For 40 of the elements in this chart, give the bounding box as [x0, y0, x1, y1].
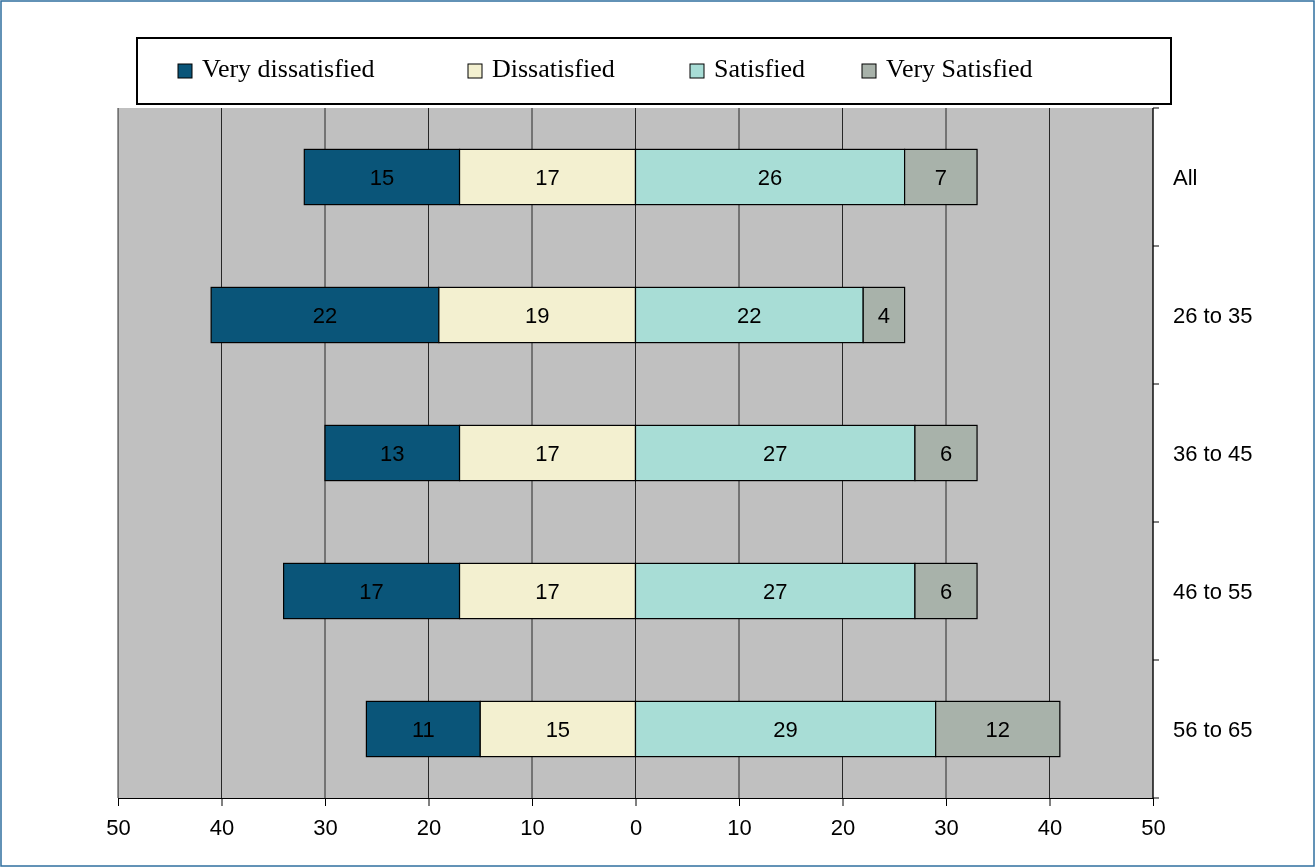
x-tick-label: 30 [934, 815, 959, 841]
data-label: 27 [762, 578, 788, 604]
x-tick-label: 20 [416, 815, 442, 841]
x-tick-label: 20 [830, 815, 856, 841]
legend-label: Dissatisfied [492, 54, 615, 83]
data-label: 11 [411, 716, 435, 742]
x-tick-label: 40 [1037, 815, 1063, 841]
x-tick-label: 30 [313, 815, 338, 841]
data-label: 22 [312, 302, 338, 328]
data-label: 29 [773, 716, 798, 742]
legend-label: Satisfied [714, 54, 805, 83]
data-label: 7 [934, 164, 947, 190]
data-label: 4 [877, 302, 891, 328]
data-label: 6 [939, 440, 953, 466]
x-tick-label: 40 [209, 815, 235, 841]
y-tick-label: 36 to 45 [1173, 440, 1253, 466]
data-label: 22 [737, 302, 762, 328]
data-label: 19 [524, 302, 550, 328]
y-tick-label: 56 to 65 [1173, 716, 1253, 742]
data-label: 26 [757, 164, 783, 190]
data-label: 6 [939, 578, 953, 604]
data-label: 27 [762, 440, 788, 466]
x-tick-label: 10 [520, 815, 545, 841]
data-label: 13 [380, 440, 405, 466]
data-label: 12 [985, 716, 1010, 742]
x-tick-label: 0 [629, 815, 643, 841]
data-label: 17 [535, 578, 560, 604]
y-tick-label: All [1173, 164, 1198, 190]
data-label: 17 [535, 440, 560, 466]
data-label: 17 [359, 578, 384, 604]
data-label: 15 [369, 164, 395, 190]
legend-label: Very Satisfied [886, 54, 1033, 83]
x-tick-label: 50 [106, 815, 131, 841]
x-tick-label: 50 [1141, 815, 1166, 841]
y-tick-label: 46 to 55 [1173, 578, 1253, 604]
data-label: 15 [545, 716, 571, 742]
data-label: 17 [535, 164, 560, 190]
x-tick-label: 10 [727, 815, 752, 841]
y-tick-label: 26 to 35 [1173, 302, 1253, 328]
legend-label: Very dissatisfied [202, 54, 375, 83]
